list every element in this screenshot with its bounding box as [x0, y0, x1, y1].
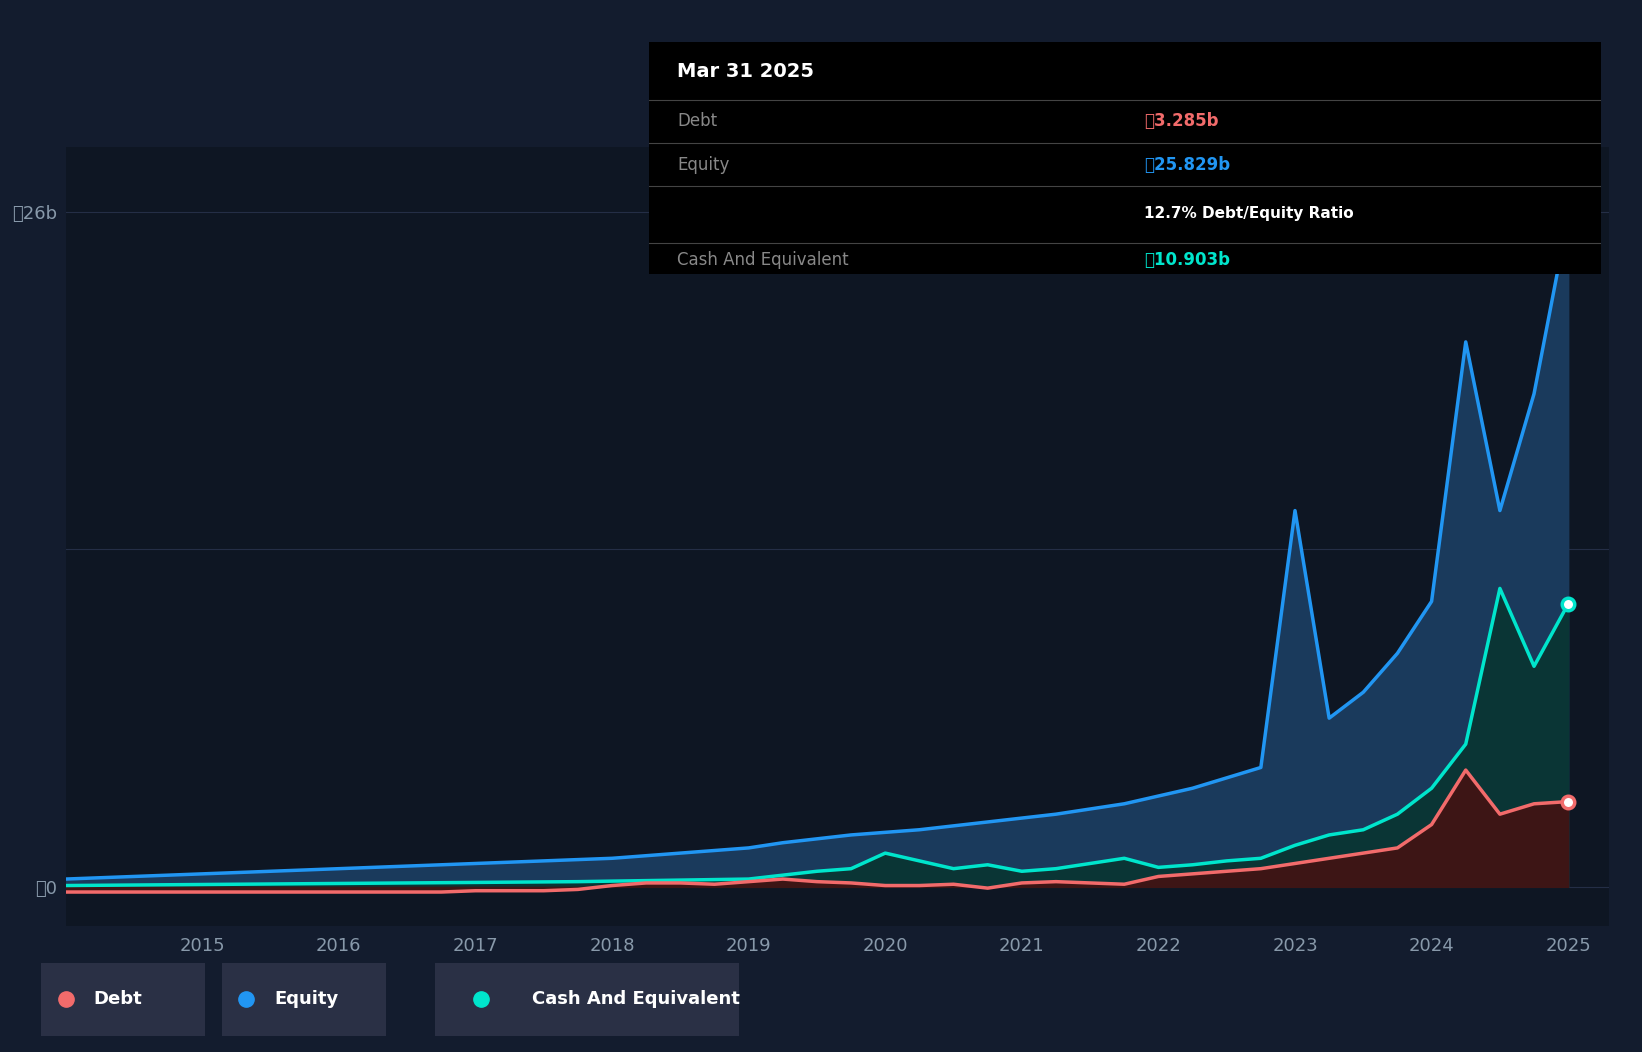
Text: Cash And Equivalent: Cash And Equivalent — [677, 250, 849, 268]
Text: ₼3.285b: ₼3.285b — [1144, 112, 1218, 129]
Text: Debt: Debt — [94, 990, 143, 1009]
Text: 12.7% Debt/Equity Ratio: 12.7% Debt/Equity Ratio — [1144, 206, 1353, 221]
Text: Equity: Equity — [274, 990, 338, 1009]
Text: ₼25.829b: ₼25.829b — [1144, 156, 1230, 174]
Text: ₼10.903b: ₼10.903b — [1144, 250, 1230, 268]
Text: Debt: Debt — [677, 112, 718, 129]
Text: Equity: Equity — [677, 156, 729, 174]
Text: Mar 31 2025: Mar 31 2025 — [677, 61, 814, 81]
Text: Cash And Equivalent: Cash And Equivalent — [532, 990, 741, 1009]
